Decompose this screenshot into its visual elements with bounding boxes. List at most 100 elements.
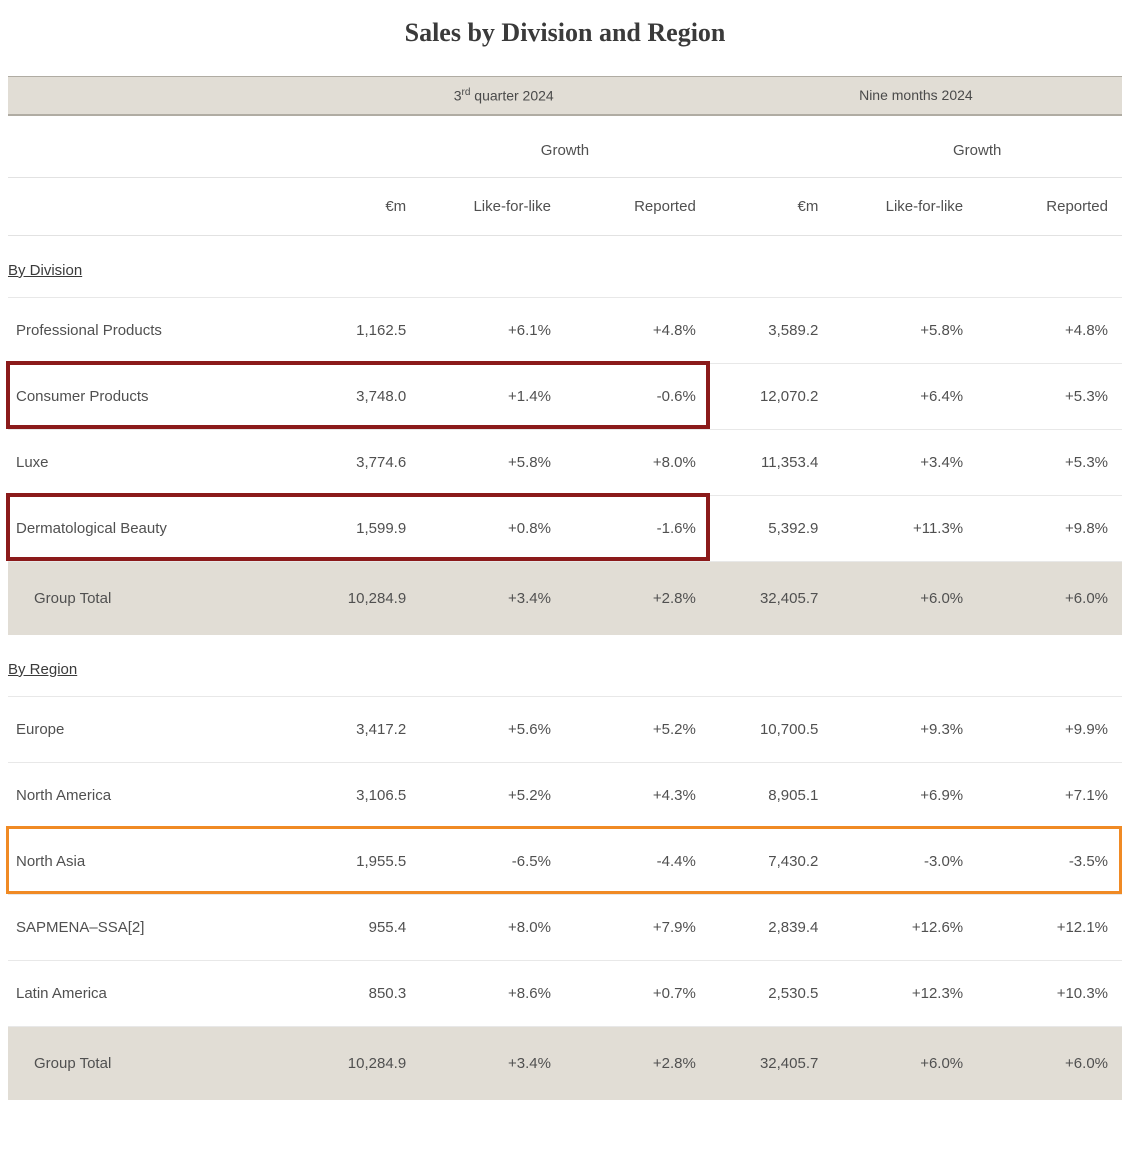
cell: +5.8% xyxy=(420,429,565,495)
table-row: Professional Products 1,162.5 +6.1% +4.8… xyxy=(8,297,1122,363)
cell: +6.0% xyxy=(832,1026,977,1100)
cell: +2.8% xyxy=(565,561,710,635)
cell: +12.1% xyxy=(977,894,1122,960)
cell: +3.4% xyxy=(420,561,565,635)
cell: -0.6% xyxy=(565,363,710,429)
cell: +0.8% xyxy=(420,495,565,561)
cell: 10,700.5 xyxy=(710,696,833,762)
row-label: Group Total xyxy=(8,1026,298,1100)
col-lfl-q3: Like-for-like xyxy=(420,177,565,235)
row-label: Europe xyxy=(8,696,298,762)
period-nine-months: Nine months 2024 xyxy=(710,77,1122,115)
cell: 10,284.9 xyxy=(298,1026,421,1100)
region-total-row: Group Total 10,284.9 +3.4% +2.8% 32,405.… xyxy=(8,1026,1122,1100)
cell: +5.6% xyxy=(420,696,565,762)
cell: +7.1% xyxy=(977,762,1122,828)
cell: 3,417.2 xyxy=(298,696,421,762)
table-row: Europe 3,417.2 +5.6% +5.2% 10,700.5 +9.3… xyxy=(8,696,1122,762)
row-label: Consumer Products xyxy=(8,363,298,429)
cell: -3.0% xyxy=(832,828,977,894)
row-label: Luxe xyxy=(8,429,298,495)
cell: -3.5% xyxy=(977,828,1122,894)
cell: +5.2% xyxy=(420,762,565,828)
cell: 850.3 xyxy=(298,960,421,1026)
cell: +4.3% xyxy=(565,762,710,828)
cell: -6.5% xyxy=(420,828,565,894)
cell: +5.8% xyxy=(832,297,977,363)
table-row: Dermatological Beauty 1,599.9 +0.8% -1.6… xyxy=(8,495,1122,561)
cell: +8.6% xyxy=(420,960,565,1026)
cell: +4.8% xyxy=(977,297,1122,363)
section-by-division: By Division xyxy=(8,235,1122,297)
growth-label-nm: Growth xyxy=(832,115,1122,178)
table-row: Consumer Products 3,748.0 +1.4% -0.6% 12… xyxy=(8,363,1122,429)
growth-label-q3: Growth xyxy=(420,115,710,178)
growth-header-row: Growth Growth xyxy=(8,115,1122,178)
row-label: Latin America xyxy=(8,960,298,1026)
cell: +4.8% xyxy=(565,297,710,363)
cell: +6.0% xyxy=(977,561,1122,635)
cell: 5,392.9 xyxy=(710,495,833,561)
row-label: Professional Products xyxy=(8,297,298,363)
cell: +11.3% xyxy=(832,495,977,561)
cell: -1.6% xyxy=(565,495,710,561)
cell: 32,405.7 xyxy=(710,1026,833,1100)
row-label: Dermatological Beauty xyxy=(8,495,298,561)
cell: +8.0% xyxy=(420,894,565,960)
cell: -4.4% xyxy=(565,828,710,894)
col-lfl-nm: Like-for-like xyxy=(832,177,977,235)
col-reported-nm: Reported xyxy=(977,177,1122,235)
table-row: North Asia 1,955.5 -6.5% -4.4% 7,430.2 -… xyxy=(8,828,1122,894)
table-row: SAPMENA–SSA[2] 955.4 +8.0% +7.9% 2,839.4… xyxy=(8,894,1122,960)
cell: 1,162.5 xyxy=(298,297,421,363)
cell: 2,839.4 xyxy=(710,894,833,960)
cell: 3,774.6 xyxy=(298,429,421,495)
cell: 12,070.2 xyxy=(710,363,833,429)
cell: 3,106.5 xyxy=(298,762,421,828)
period-header-row: 3rd quarter 2024 Nine months 2024 xyxy=(8,77,1122,115)
table-row: Luxe 3,774.6 +5.8% +8.0% 11,353.4 +3.4% … xyxy=(8,429,1122,495)
cell: 32,405.7 xyxy=(710,561,833,635)
cell: +3.4% xyxy=(832,429,977,495)
cell: +2.8% xyxy=(565,1026,710,1100)
cell: +5.3% xyxy=(977,363,1122,429)
cell: +6.9% xyxy=(832,762,977,828)
cell: 1,955.5 xyxy=(298,828,421,894)
cell: +6.0% xyxy=(832,561,977,635)
section-by-region: By Region xyxy=(8,635,1122,697)
cell: 1,599.9 xyxy=(298,495,421,561)
cell: 3,589.2 xyxy=(710,297,833,363)
cell: 2,530.5 xyxy=(710,960,833,1026)
page-title: Sales by Division and Region xyxy=(8,18,1122,48)
cell: +10.3% xyxy=(977,960,1122,1026)
division-total-row: Group Total 10,284.9 +3.4% +2.8% 32,405.… xyxy=(8,561,1122,635)
col-amount-q3: €m xyxy=(298,177,421,235)
column-header-row: €m Like-for-like Reported €m Like-for-li… xyxy=(8,177,1122,235)
cell: 11,353.4 xyxy=(710,429,833,495)
col-amount-nm: €m xyxy=(710,177,833,235)
cell: +5.2% xyxy=(565,696,710,762)
table-row: Latin America 850.3 +8.6% +0.7% 2,530.5 … xyxy=(8,960,1122,1026)
cell: 10,284.9 xyxy=(298,561,421,635)
cell: +7.9% xyxy=(565,894,710,960)
cell: +9.8% xyxy=(977,495,1122,561)
cell: 7,430.2 xyxy=(710,828,833,894)
cell: +9.3% xyxy=(832,696,977,762)
cell: 955.4 xyxy=(298,894,421,960)
cell: +12.6% xyxy=(832,894,977,960)
row-label: SAPMENA–SSA[2] xyxy=(8,894,298,960)
cell: 8,905.1 xyxy=(710,762,833,828)
row-label: North America xyxy=(8,762,298,828)
cell: +6.0% xyxy=(977,1026,1122,1100)
cell: +8.0% xyxy=(565,429,710,495)
table-container: 3rd quarter 2024 Nine months 2024 Growth… xyxy=(8,76,1122,1100)
col-reported-q3: Reported xyxy=(565,177,710,235)
cell: +12.3% xyxy=(832,960,977,1026)
period-q3: 3rd quarter 2024 xyxy=(298,77,710,115)
cell: +3.4% xyxy=(420,1026,565,1100)
cell: +6.4% xyxy=(832,363,977,429)
row-label: Group Total xyxy=(8,561,298,635)
table-row: North America 3,106.5 +5.2% +4.3% 8,905.… xyxy=(8,762,1122,828)
cell: +9.9% xyxy=(977,696,1122,762)
sales-table: 3rd quarter 2024 Nine months 2024 Growth… xyxy=(8,76,1122,1100)
